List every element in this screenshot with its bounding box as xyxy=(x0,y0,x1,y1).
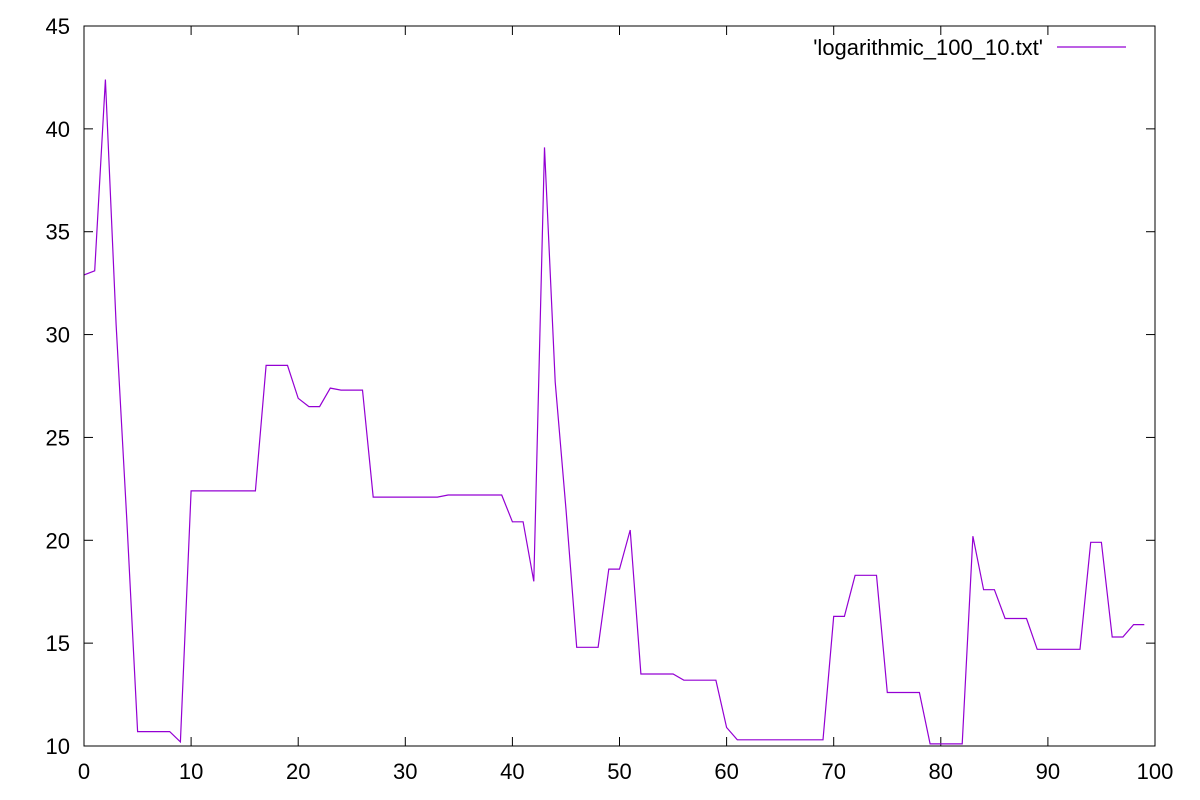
y-tick-label-30: 30 xyxy=(46,323,70,348)
y-tick-label-25: 25 xyxy=(46,425,70,450)
x-tick-label-50: 50 xyxy=(607,759,631,784)
x-tick-label-80: 80 xyxy=(929,759,953,784)
y-tick-label-45: 45 xyxy=(46,14,70,39)
series-line-logarithmic xyxy=(83,79,1145,745)
y-tick-label-35: 35 xyxy=(46,220,70,245)
x-axis-ticks: 0 10 20 30 40 50 60 70 80 90 100 xyxy=(78,26,1173,784)
y-tick-label-15: 15 xyxy=(46,631,70,656)
plot-border xyxy=(83,25,1156,747)
x-tick-label-90: 90 xyxy=(1036,759,1060,784)
x-tick-label-40: 40 xyxy=(500,759,524,784)
y-tick-label-10: 10 xyxy=(46,734,70,759)
x-tick-label-0: 0 xyxy=(78,759,90,784)
x-tick-label-60: 60 xyxy=(714,759,738,784)
x-tick-label-20: 20 xyxy=(286,759,310,784)
x-tick-label-10: 10 xyxy=(179,759,203,784)
x-tick-label-70: 70 xyxy=(821,759,845,784)
y-tick-label-40: 40 xyxy=(46,117,70,142)
y-tick-label-20: 20 xyxy=(46,528,70,553)
legend: 'logarithmic_100_10.txt' xyxy=(813,35,1126,60)
y-axis-ticks: 10 15 20 25 30 35 40 45 xyxy=(46,14,1155,759)
legend-label: 'logarithmic_100_10.txt' xyxy=(813,35,1043,60)
x-tick-label-30: 30 xyxy=(393,759,417,784)
x-tick-label-100: 100 xyxy=(1137,759,1174,784)
